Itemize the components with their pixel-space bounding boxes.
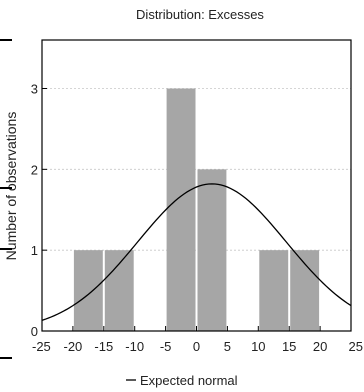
x-tick-label: -15 (94, 339, 113, 354)
x-tick-label: 10 (251, 339, 265, 354)
histogram-bar (290, 250, 320, 331)
x-tick-label: -20 (64, 339, 83, 354)
x-axis-ticks: -25 -20 -15 -10 -5 0 5 10 15 20 25 (32, 326, 363, 354)
x-tick-label: 25 (349, 339, 363, 354)
histogram-bar (197, 169, 227, 331)
expected-normal-curve (41, 183, 352, 321)
legend: Expected normal (126, 373, 238, 388)
y-tick-label: 2 (31, 162, 38, 177)
histogram-bar (73, 250, 103, 331)
legend-label: Expected normal (140, 373, 238, 388)
chart-title: Distribution: Excesses (136, 7, 264, 22)
x-tick-label: 5 (224, 339, 231, 354)
left-margin-marks (0, 39, 12, 359)
grid-lines (42, 88, 351, 251)
x-tick-label: -10 (125, 339, 144, 354)
y-axis-label: Number of observations (3, 112, 19, 261)
x-tick-label: 0 (193, 339, 200, 354)
y-axis-ticks: 0 1 2 3 (31, 82, 47, 339)
x-tick-label: -5 (160, 339, 172, 354)
x-tick-label: -25 (32, 339, 51, 354)
x-tick-label: 15 (282, 339, 296, 354)
histogram-bar (259, 250, 289, 331)
y-tick-label: 0 (31, 324, 38, 339)
y-tick-label: 1 (31, 243, 38, 258)
y-tick-label: 3 (31, 82, 38, 97)
x-tick-label: 20 (313, 339, 327, 354)
histogram-bar (166, 88, 196, 331)
histogram-bars (73, 88, 320, 331)
histogram-bar (104, 250, 134, 331)
